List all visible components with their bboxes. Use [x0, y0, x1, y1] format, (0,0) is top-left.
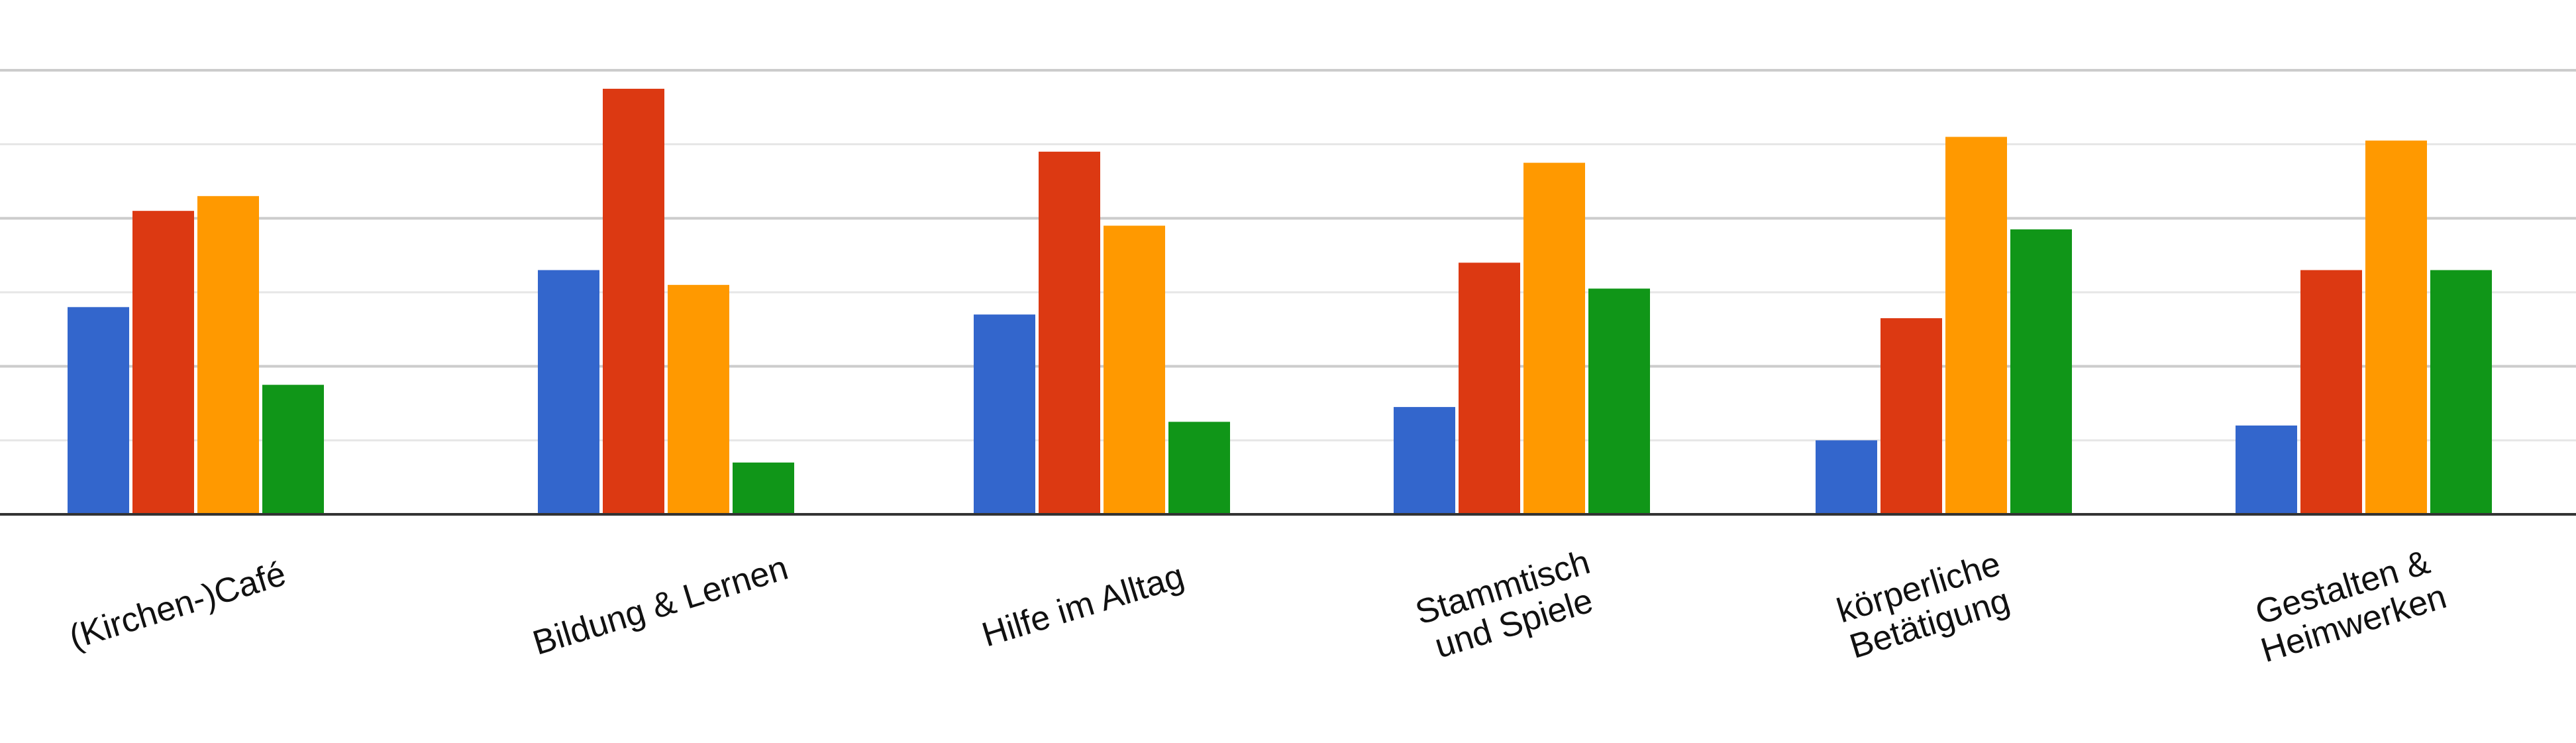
x-tick-label: Gestalten &Heimwerken	[2245, 542, 2451, 670]
bar	[1945, 137, 2007, 514]
bar	[733, 462, 794, 514]
bar	[974, 314, 1035, 514]
bar	[2236, 426, 2297, 514]
bar	[2430, 270, 2492, 514]
bar	[1816, 440, 1877, 514]
bar	[132, 211, 194, 514]
bar	[68, 307, 129, 514]
bar	[538, 270, 599, 514]
bar	[1880, 318, 1942, 514]
x-tick-label: Bildung & Lernen	[529, 549, 792, 663]
x-tick-label: körperlicheBetätigung	[1833, 545, 2016, 667]
bar	[197, 196, 259, 514]
x-tick-label: Stammtischund Spiele	[1411, 543, 1605, 668]
bar	[1394, 407, 1455, 514]
bar	[2010, 229, 2072, 514]
bar	[1459, 262, 1520, 514]
bar	[2300, 270, 2362, 514]
x-tick-label: Hilfe im Alltag	[978, 557, 1188, 655]
bar	[603, 88, 664, 514]
bars	[68, 88, 2492, 515]
bar	[262, 384, 324, 514]
x-axis-tick-labels: (Kirchen-)Café Bildung & Lernen Hilfe im A…	[65, 542, 2451, 670]
bar	[1588, 288, 1650, 514]
bar	[1168, 422, 1230, 514]
bar	[668, 284, 729, 514]
bar	[1039, 151, 1100, 515]
gridlines	[0, 69, 2576, 441]
bar	[1523, 162, 1585, 515]
bar	[2365, 141, 2427, 515]
x-tick-label: (Kirchen-)Café	[65, 555, 290, 657]
bar	[1104, 225, 1165, 514]
